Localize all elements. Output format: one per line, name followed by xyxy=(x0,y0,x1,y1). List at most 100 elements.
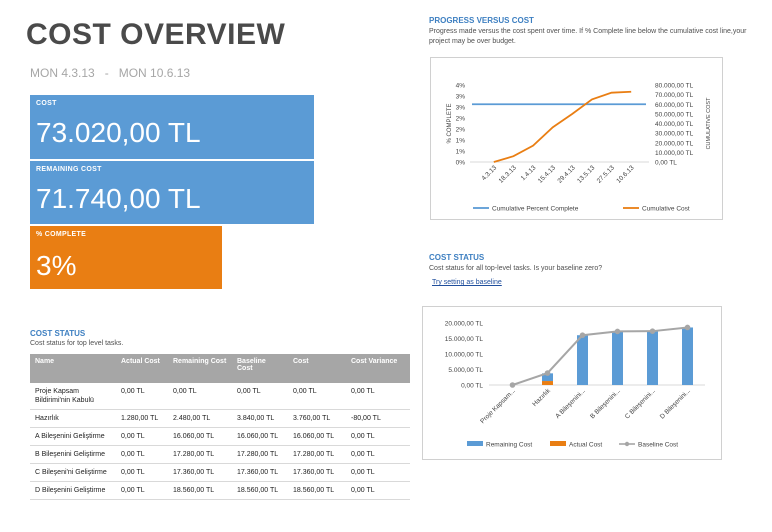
table-cell: -80,00 TL xyxy=(346,409,410,428)
table-cell: 18.560,00 TL xyxy=(288,481,346,500)
legend-label: Cumulative Percent Complete xyxy=(492,206,579,213)
progress-chart: 0% 1% 1% 2% 2% 3% 3% 4% 0,00 TL 10.000,00 TL 20.00… xyxy=(430,57,723,220)
percent-complete-card: % COMPLETE 3% xyxy=(30,226,222,289)
baseline-cost-point xyxy=(544,370,551,376)
y-left-tick-label: 1% xyxy=(456,138,466,145)
remaining-cost-card-value: 71.740,00 TL xyxy=(36,183,201,214)
progress-section-subtitle: Progress made versus the cost spent over… xyxy=(429,28,747,45)
table-cell: 17.280,00 TL xyxy=(168,445,232,464)
bar-actual-cost xyxy=(542,381,553,385)
table-cell: 0,00 TL xyxy=(288,383,346,410)
table-cell: A Bileşenini Geliştirme xyxy=(30,427,116,446)
table-cell: 3.840,00 TL xyxy=(232,409,288,428)
x-tick-label: Hazırlık xyxy=(531,387,552,408)
progress-chart-svg: 0% 1% 1% 2% 2% 3% 3% 4% 0,00 TL 10.000,00 TL 20.00… xyxy=(447,83,712,213)
col-cost-variance: Cost Variance xyxy=(346,354,410,383)
table-row[interactable]: Proje Kapsam Bildirimi'nin Kabulü 0,00 TL… xyxy=(30,383,410,410)
y-left-tick-label: 4% xyxy=(456,83,466,90)
try-baseline-link[interactable]: Try setting as baseline xyxy=(432,279,502,286)
table-cell: 16.060,00 TL xyxy=(288,427,346,446)
x-tick-label: 29.4.13 xyxy=(556,164,577,185)
y-left-tick-label: 3% xyxy=(456,94,466,101)
table-cell: 0,00 TL xyxy=(116,481,168,500)
y-tick-label: 0,00 TL xyxy=(461,383,483,390)
y-left-tick-label: 3% xyxy=(456,105,466,112)
table-cell: 0,00 TL xyxy=(116,445,168,464)
baseline-cost-point xyxy=(509,382,516,388)
cost-status-chart: 0,00 TL 5.000,00 TL 10.000,00 TL 15.000,00 … xyxy=(422,306,722,460)
y-right-tick-label: 0,00 TL xyxy=(655,160,677,167)
col-remaining-cost: Remaining Cost xyxy=(168,354,232,383)
legend-label: Actual Cost xyxy=(569,442,602,449)
col-baseline-cost: Baseline Cost xyxy=(232,354,288,383)
col-cost: Cost xyxy=(288,354,346,383)
table-cell: B Bileşenini Geliştirme xyxy=(30,445,116,464)
y-left-tick-label: 2% xyxy=(456,127,466,134)
x-tick-label: Proje Kapsam... xyxy=(479,387,517,425)
table-row[interactable]: D Bileşenini Geliştirme 0,00 TL 18.560,00 … xyxy=(30,481,410,500)
percent-complete-card-label: % COMPLETE xyxy=(36,231,87,238)
table-row[interactable]: C Bileşeni'ni Geliştirme 0,00 TL 17.360,00… xyxy=(30,463,410,482)
y-right-tick-label: 70.000,00 TL xyxy=(655,92,694,99)
baseline-cost-line xyxy=(512,326,688,386)
cost-card-value: 73.020,00 TL xyxy=(36,117,201,148)
y-left-tick-label: 1% xyxy=(456,149,466,156)
legend-label: Remaining Cost xyxy=(486,442,532,449)
y-tick-label: 5.000,00 TL xyxy=(448,367,483,374)
table-cell: 17.360,00 TL xyxy=(288,463,346,482)
bar-remaining-cost xyxy=(612,331,623,385)
table-cell: 0,00 TL xyxy=(346,383,410,410)
legend-swatch xyxy=(550,441,566,446)
y-right-tick-label: 30.000,00 TL xyxy=(655,131,694,138)
table-cell: 16.060,00 TL xyxy=(232,427,288,446)
col-name: Name xyxy=(30,354,116,383)
legend-swatch xyxy=(467,441,483,446)
x-tick-label: C Bileşenini... xyxy=(624,387,657,420)
table-row[interactable]: B Bileşenini Geliştirme 0,00 TL 17.280,00 … xyxy=(30,445,410,464)
col-actual-cost: Actual Cost xyxy=(116,354,168,383)
table-cell: 2.480,00 TL xyxy=(168,409,232,428)
percent-complete-card-value: 3% xyxy=(36,250,77,281)
y-right-tick-label: 80.000,00 TL xyxy=(655,83,694,90)
x-tick-label: D Bileşenini... xyxy=(659,387,692,420)
x-tick-label: B Bileşenini... xyxy=(589,387,622,420)
table-cell: 17.280,00 TL xyxy=(232,445,288,464)
table-cell: 16.060,00 TL xyxy=(168,427,232,446)
table-cell: 0,00 TL xyxy=(232,383,288,410)
remaining-cost-card: REMAINING COST 71.740,00 TL xyxy=(30,161,314,224)
table-cell: 0,00 TL xyxy=(116,383,168,410)
legend-label: Baseline Cost xyxy=(638,442,678,449)
legend-label: Cumulative Cost xyxy=(642,206,690,213)
table-cell: D Bileşenini Geliştirme xyxy=(30,481,116,500)
table-cell: 3.760,00 TL xyxy=(288,409,346,428)
x-tick-label: 15.4.13 xyxy=(537,164,558,185)
table-row[interactable]: Hazırlık 1.280,00 TL 2.480,00 TL 3.840,00 T… xyxy=(30,409,410,428)
x-tick-label: 27.5.13 xyxy=(596,164,617,185)
y-tick-label: 10.000,00 TL xyxy=(445,352,484,359)
series-line xyxy=(493,90,632,163)
legend-swatch-marker xyxy=(624,441,630,447)
baseline-cost-point xyxy=(614,328,621,335)
x-tick-label: 4.3.13 xyxy=(480,164,498,182)
remaining-cost-card-label: REMAINING COST xyxy=(36,166,102,173)
table-cell: 0,00 TL xyxy=(346,481,410,500)
x-tick-label: 1.4.13 xyxy=(520,164,538,182)
cost-status-table-subtitle: Cost status for top level tasks. xyxy=(30,340,124,347)
table-cell: 0,00 TL xyxy=(346,463,410,482)
cost-card-label: COST xyxy=(36,100,57,107)
table-cell: Hazırlık xyxy=(30,409,116,428)
table-cell: 18.560,00 TL xyxy=(168,481,232,500)
y-left-tick-label: 2% xyxy=(456,116,466,123)
y-right-tick-label: 20.000,00 TL xyxy=(655,140,694,147)
y-left-axis-label: % COMPLETE xyxy=(447,103,453,143)
baseline-cost-point xyxy=(684,324,691,331)
date-range: MON 4.3.13 - MON 10.6.13 xyxy=(30,66,191,80)
table-row[interactable]: A Bileşenini Geliştirme 0,00 TL 16.060,00 … xyxy=(30,427,410,446)
y-right-axis-label: CUMULATIVE COST xyxy=(706,97,712,149)
table-cell: 0,00 TL xyxy=(116,427,168,446)
table-cell: 18.560,00 TL xyxy=(232,481,288,500)
table-cell: 0,00 TL xyxy=(346,445,410,464)
table-cell: 0,00 TL xyxy=(346,427,410,446)
cost-status-table: Name Actual Cost Remaining Cost Baseline… xyxy=(30,354,410,500)
table-cell: 0,00 TL xyxy=(168,383,232,410)
